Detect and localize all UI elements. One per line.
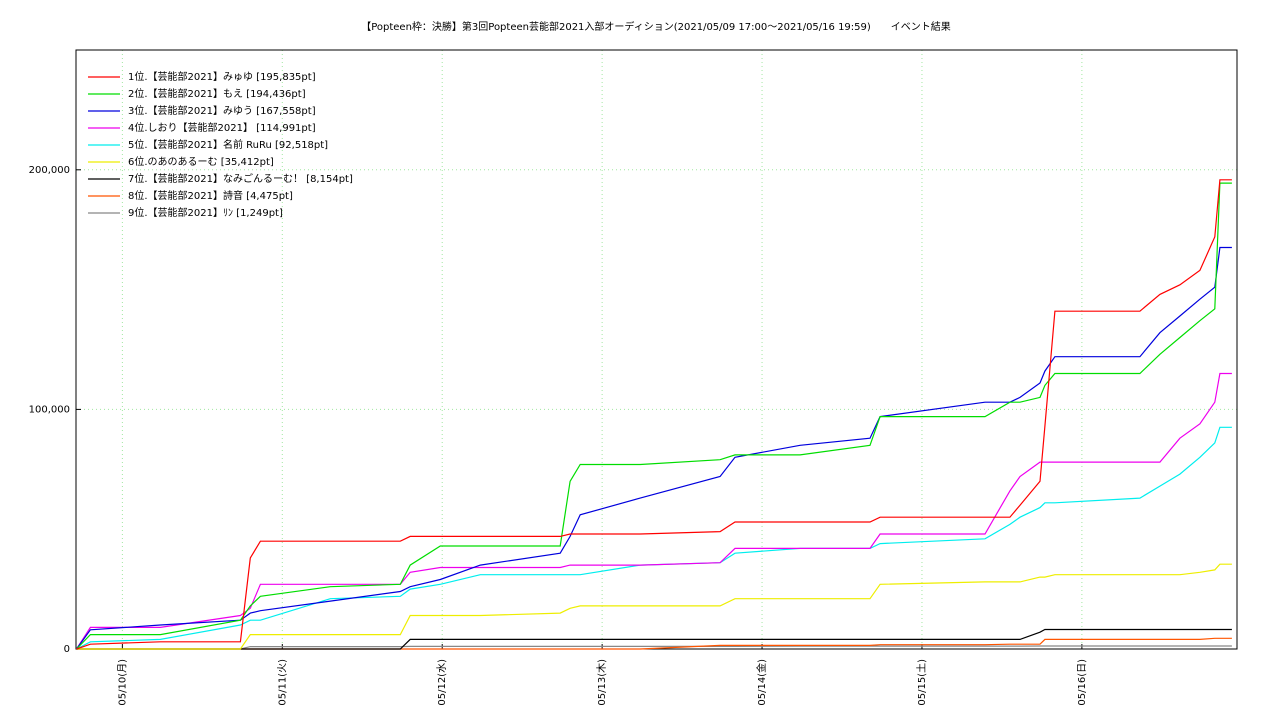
legend-label: 1位.【芸能部2021】みゅゆ [195,835pt]	[128, 70, 316, 83]
series-line	[76, 628, 1232, 650]
x-tick-label: 05/13(木)	[596, 659, 608, 706]
y-tick-label: 100,000	[29, 404, 70, 415]
legend-label: 7位.【芸能部2021】なみごんるーむ！ [8,154pt]	[128, 172, 353, 185]
chart-title: 【Popteen枠：決勝】第3回Popteen芸能部2021入部オーディション(…	[361, 20, 951, 33]
legend-label: 6位.のあのあるーむ [35,412pt]	[128, 155, 274, 168]
x-tick-label: 05/12(水)	[436, 659, 448, 706]
x-tick-label: 05/14(金)	[755, 659, 768, 706]
series-line	[76, 645, 1232, 650]
y-tick-label: 0	[64, 644, 70, 655]
x-tick-label: 05/10(月)	[116, 659, 128, 706]
series-line	[76, 182, 1232, 650]
series-line	[76, 563, 1232, 650]
series-line	[76, 179, 1232, 650]
legend-label: 5位.【芸能部2021】名前 RuRu [92,518pt]	[128, 138, 328, 151]
legend-label: 2位.【芸能部2021】もえ [194,436pt]	[128, 87, 306, 100]
legend-label: 3位.【芸能部2021】みゆう [167,558pt]	[128, 104, 316, 117]
legend-label: 9位.【芸能部2021】ﾘﾝ [1,249pt]	[128, 206, 283, 219]
x-tick-label: 05/16(日)	[1077, 659, 1088, 706]
series-line	[76, 246, 1232, 650]
x-tick-label: 05/15(土)	[915, 659, 928, 706]
series-line	[75, 372, 1232, 650]
y-tick-label: 200,000	[29, 165, 70, 176]
plot-frame	[75, 49, 1238, 650]
legend-label: 8位.【芸能部2021】詩音 [4,475pt]	[128, 189, 293, 202]
legend-label: 4位.しおり【芸能部2021】 [114,991pt]	[128, 121, 316, 134]
series-line	[76, 426, 1232, 650]
x-tick-label: 05/11(火)	[276, 659, 288, 706]
